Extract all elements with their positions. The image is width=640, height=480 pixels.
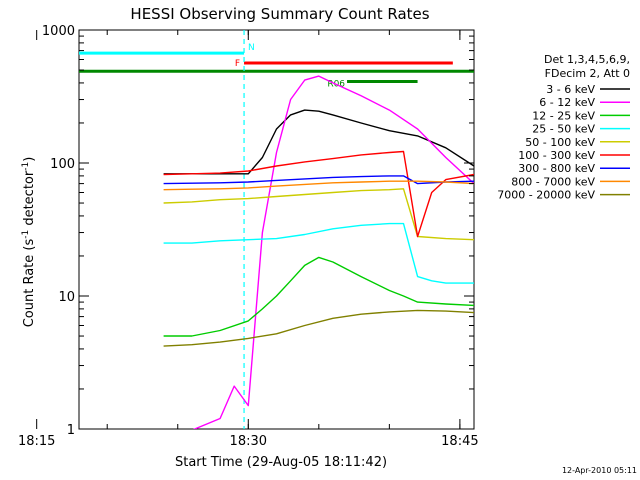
legend-entry-label: 100 - 300 keV bbox=[518, 149, 595, 162]
legend-entry-label: 7000 - 20000 keV bbox=[497, 189, 595, 202]
legend-entry-label: 25 - 50 keV bbox=[532, 123, 595, 136]
series-line bbox=[163, 109, 474, 175]
legend-entry-label: 12 - 25 keV bbox=[532, 109, 595, 122]
y-axis-label-main: Count Rate (s bbox=[22, 239, 37, 328]
y-axis: 1 10 100 1000 bbox=[42, 24, 474, 438]
series-lines bbox=[163, 75, 474, 429]
series-line bbox=[163, 175, 474, 185]
y-tick-label: 1 bbox=[67, 423, 75, 438]
legend-header-line-1: Det 1,3,4,5,6,9, bbox=[544, 53, 630, 66]
series-line bbox=[163, 180, 474, 191]
legend-entry-label: 800 - 7000 keV bbox=[511, 175, 595, 188]
series-line bbox=[163, 222, 474, 284]
y-axis-label-mid: detector bbox=[22, 170, 37, 230]
chart-title: HESSI Observing Summary Count Rates bbox=[130, 5, 429, 23]
attenuator-boundaries bbox=[243, 30, 245, 429]
y-axis-label-exp1: -1 bbox=[21, 230, 31, 239]
x-axis-label: Start Time (29-Aug-05 18:11:42) bbox=[175, 455, 387, 470]
y-axis-label: Count Rate (s-1 detector-1) bbox=[21, 157, 37, 328]
plot-frame bbox=[78, 29, 475, 430]
flag-label: N bbox=[248, 43, 255, 53]
series-line bbox=[163, 309, 474, 347]
flag-label: F bbox=[235, 59, 240, 69]
x-tick-label: 18:30 bbox=[230, 434, 267, 449]
x-tick-label: 18:15 bbox=[18, 434, 55, 449]
x-tick-label: 18:45 bbox=[441, 434, 478, 449]
series-line bbox=[163, 188, 474, 241]
legend-header-line-2: FDecim 2, Att 0 bbox=[545, 67, 630, 80]
legend: Det 1,3,4,5,6,9, FDecim 2, Att 0 3 - 6 k… bbox=[497, 53, 630, 202]
y-tick-label: 1000 bbox=[42, 24, 75, 39]
y-tick-label: 10 bbox=[58, 290, 75, 305]
legend-entry-label: 300 - 800 keV bbox=[518, 162, 595, 175]
y-axis-label-end: ) bbox=[22, 157, 37, 162]
legend-entry-label: 50 - 100 keV bbox=[525, 136, 595, 149]
legend-entry-label: 3 - 6 keV bbox=[546, 83, 595, 96]
series-line bbox=[163, 150, 474, 238]
y-tick-label: 100 bbox=[50, 157, 75, 172]
series-line bbox=[192, 75, 474, 429]
y-axis-label-exp2: -1 bbox=[21, 162, 31, 171]
series-line bbox=[163, 256, 474, 337]
footer-timestamp: 12-Apr-2010 05:11 bbox=[562, 466, 637, 475]
legend-entry-label: 6 - 12 keV bbox=[539, 96, 595, 109]
